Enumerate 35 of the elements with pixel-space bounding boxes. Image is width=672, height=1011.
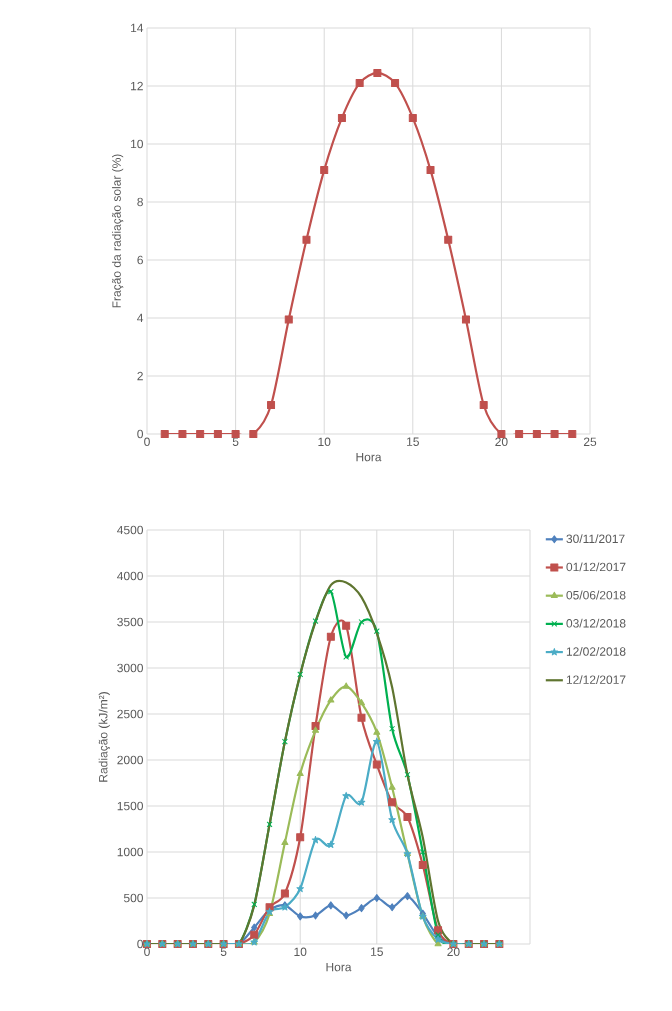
legend-label: 12/02/2018 <box>566 646 626 656</box>
x-tick-label: 20 <box>495 437 508 447</box>
y-tick-label: 4 <box>137 313 144 323</box>
y-tick-label: 3000 <box>117 663 143 673</box>
legend-label: 05/06/2018 <box>566 590 626 600</box>
y-tick-label: 12 <box>131 81 143 91</box>
y-axis-title: Fração da radiação solar (%) <box>112 154 124 308</box>
legend-label: 01/12/2017 <box>566 562 626 572</box>
x-tick-label: 15 <box>407 437 419 446</box>
x-tick-label: 15 <box>371 947 383 956</box>
y-tick-label: 0 <box>137 429 144 439</box>
y-tick-label: 6 <box>137 255 143 265</box>
y-tick-label: 2 <box>137 371 143 381</box>
y-tick-label: 8 <box>137 197 143 207</box>
y-tick-label: 10 <box>131 139 143 149</box>
x-axis-title: Hora <box>356 452 382 462</box>
y-tick-label: 3500 <box>117 617 143 627</box>
y-tick-label: 4000 <box>117 571 143 581</box>
y-tick-label: 2000 <box>117 755 143 765</box>
y-tick-label: 0 <box>137 939 143 949</box>
legend-label: 30/11/2017 <box>566 534 625 543</box>
legend-label: 12/12/2017 <box>566 675 626 684</box>
y-tick-label: 4500 <box>117 525 143 535</box>
x-tick-label: 10 <box>294 947 307 957</box>
x-tick-label: 10 <box>318 437 331 447</box>
x-tick-label: 20 <box>447 947 460 957</box>
legend-label: 03/12/2018 <box>566 618 626 628</box>
x-axis-title: Hora <box>326 962 352 972</box>
x-tick-label: 25 <box>583 437 597 447</box>
y-tick-label: 500 <box>123 893 143 903</box>
y-tick-label: 1500 <box>117 801 143 811</box>
y-axis-title: Radiação (kJ/m²) <box>98 692 110 782</box>
y-tick-label: 1000 <box>117 847 143 857</box>
y-tick-label: 14 <box>131 23 144 33</box>
y-tick-label: 2500 <box>117 709 143 719</box>
